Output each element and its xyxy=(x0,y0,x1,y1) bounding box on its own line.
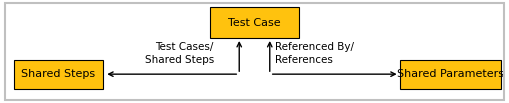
Text: Test Case: Test Case xyxy=(228,18,281,28)
FancyBboxPatch shape xyxy=(210,7,299,38)
Text: Test Cases/
Shared Steps: Test Cases/ Shared Steps xyxy=(145,42,214,65)
Text: Referenced By/
References: Referenced By/ References xyxy=(275,42,354,65)
FancyBboxPatch shape xyxy=(14,60,103,89)
Text: Shared Parameters: Shared Parameters xyxy=(397,69,504,79)
FancyBboxPatch shape xyxy=(400,60,501,89)
Text: Shared Steps: Shared Steps xyxy=(21,69,96,79)
